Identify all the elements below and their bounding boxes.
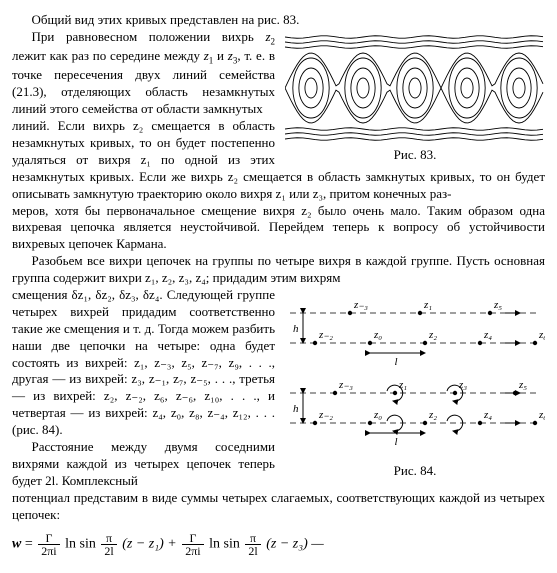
svg-text:z₋₃: z₋₃ — [338, 379, 353, 391]
svg-text:z₁: z₁ — [423, 299, 432, 311]
svg-text:z₋₂: z₋₂ — [318, 409, 333, 421]
figure-83: Рис. 83. — [285, 33, 545, 164]
paragraph-4a: Разобьем все вихри цепочек на группы по … — [12, 253, 545, 287]
svg-text:l: l — [395, 436, 398, 448]
svg-text:h: h — [293, 403, 299, 415]
svg-text:z₄: z₄ — [483, 329, 492, 341]
figure-84-caption: Рис. 84. — [285, 463, 545, 480]
equation-w: w = Γ2πi ln sin π2l (z − z₁) + Γ2πi ln s… — [12, 532, 545, 557]
svg-text:z₅: z₅ — [493, 299, 502, 311]
svg-text:z₀: z₀ — [373, 329, 382, 341]
paragraph-1: Общий вид этих кривых представлен на рис… — [12, 12, 545, 29]
svg-text:z₁: z₁ — [398, 379, 407, 391]
svg-text:z₂: z₂ — [428, 329, 437, 341]
paragraph-6: потенциал представим в виде суммы четыре… — [12, 490, 545, 524]
svg-text:h: h — [293, 323, 299, 335]
paragraph-3: меров, хотя бы первоначальное смещение в… — [12, 203, 545, 254]
svg-text:z₃: z₃ — [458, 379, 467, 391]
svg-text:l: l — [395, 356, 398, 368]
figure-84: z₋₃ z₁ z₅ z₋₂ z₀ z₂ z₄ z₆ z₋₃ z₁ z₃ z₅ z₋₂ z₀ z₂ z₄ z₆ h h… — [285, 291, 545, 480]
svg-text:z₋₂: z₋₂ — [318, 329, 333, 341]
svg-text:z₆: z₆ — [538, 409, 545, 421]
figure-83-caption: Рис. 83. — [285, 147, 545, 164]
svg-text:z₀: z₀ — [373, 409, 382, 421]
svg-text:z₂: z₂ — [428, 409, 437, 421]
svg-text:z₆: z₆ — [538, 329, 545, 341]
svg-text:z₋₃: z₋₃ — [353, 299, 368, 311]
svg-text:z₄: z₄ — [483, 409, 492, 421]
svg-text:z₅: z₅ — [518, 379, 527, 391]
